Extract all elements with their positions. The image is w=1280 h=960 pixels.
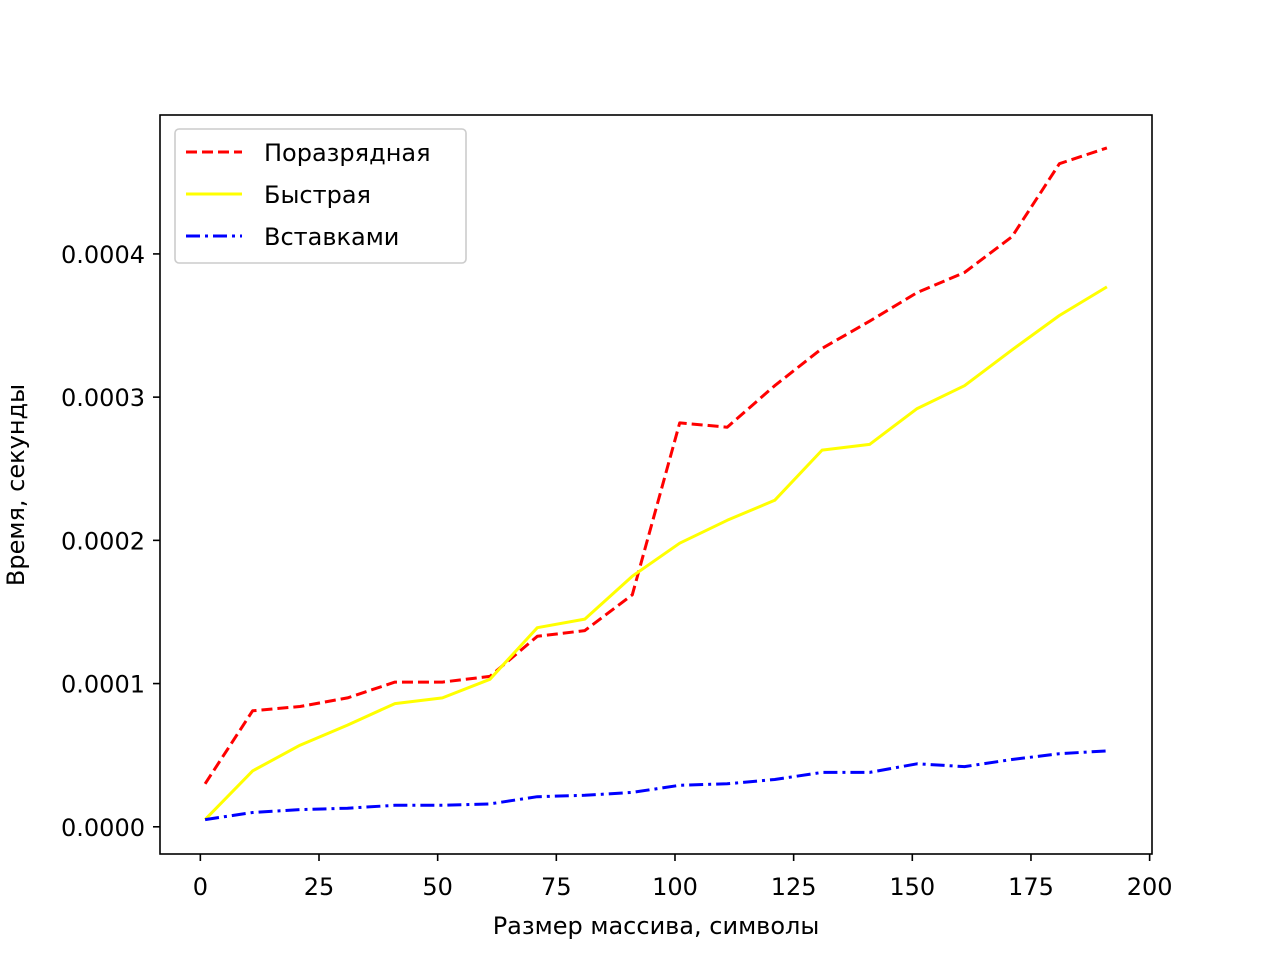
x-tick-label: 50 xyxy=(422,873,453,901)
legend-label: Вставками xyxy=(264,223,399,251)
x-tick-label: 125 xyxy=(771,873,817,901)
axes-frame xyxy=(159,114,1153,855)
series-line-1 xyxy=(203,146,1108,785)
y-axis-label: Время, секунды xyxy=(2,384,30,586)
legend-label: Быстрая xyxy=(264,181,371,209)
y-axis: 0.0000 0.0001 0.0002 0.0003 0.0004 xyxy=(61,241,160,842)
series-line-2 xyxy=(204,285,1108,821)
y-tick-label: 0.0001 xyxy=(61,671,145,699)
x-tick-label: 175 xyxy=(1008,873,1054,901)
y-tick-label: 0.0002 xyxy=(61,527,145,555)
x-tick-label: 150 xyxy=(889,873,935,901)
x-tick-label: 75 xyxy=(541,873,572,901)
legend-box xyxy=(174,128,467,264)
legend-label: Поразрядная xyxy=(264,139,431,167)
x-axis-label: Размер массива, символы xyxy=(493,912,820,940)
x-tick-label: 200 xyxy=(1127,873,1173,901)
y-tick-label: 0.0003 xyxy=(61,384,145,412)
series-line-3 xyxy=(204,749,1107,822)
x-tick-label: 100 xyxy=(652,873,698,901)
x-tick-label: 0 xyxy=(193,873,208,901)
x-tick-label: 25 xyxy=(304,873,335,901)
y-tick-label: 0.0000 xyxy=(61,814,145,842)
plot-area xyxy=(203,146,1108,822)
y-tick-label: 0.0004 xyxy=(61,241,145,269)
x-axis: 0 25 50 75 100 125 150 175 200 xyxy=(193,854,1173,901)
legend: Поразрядная Быстрая Вставками xyxy=(174,128,467,264)
